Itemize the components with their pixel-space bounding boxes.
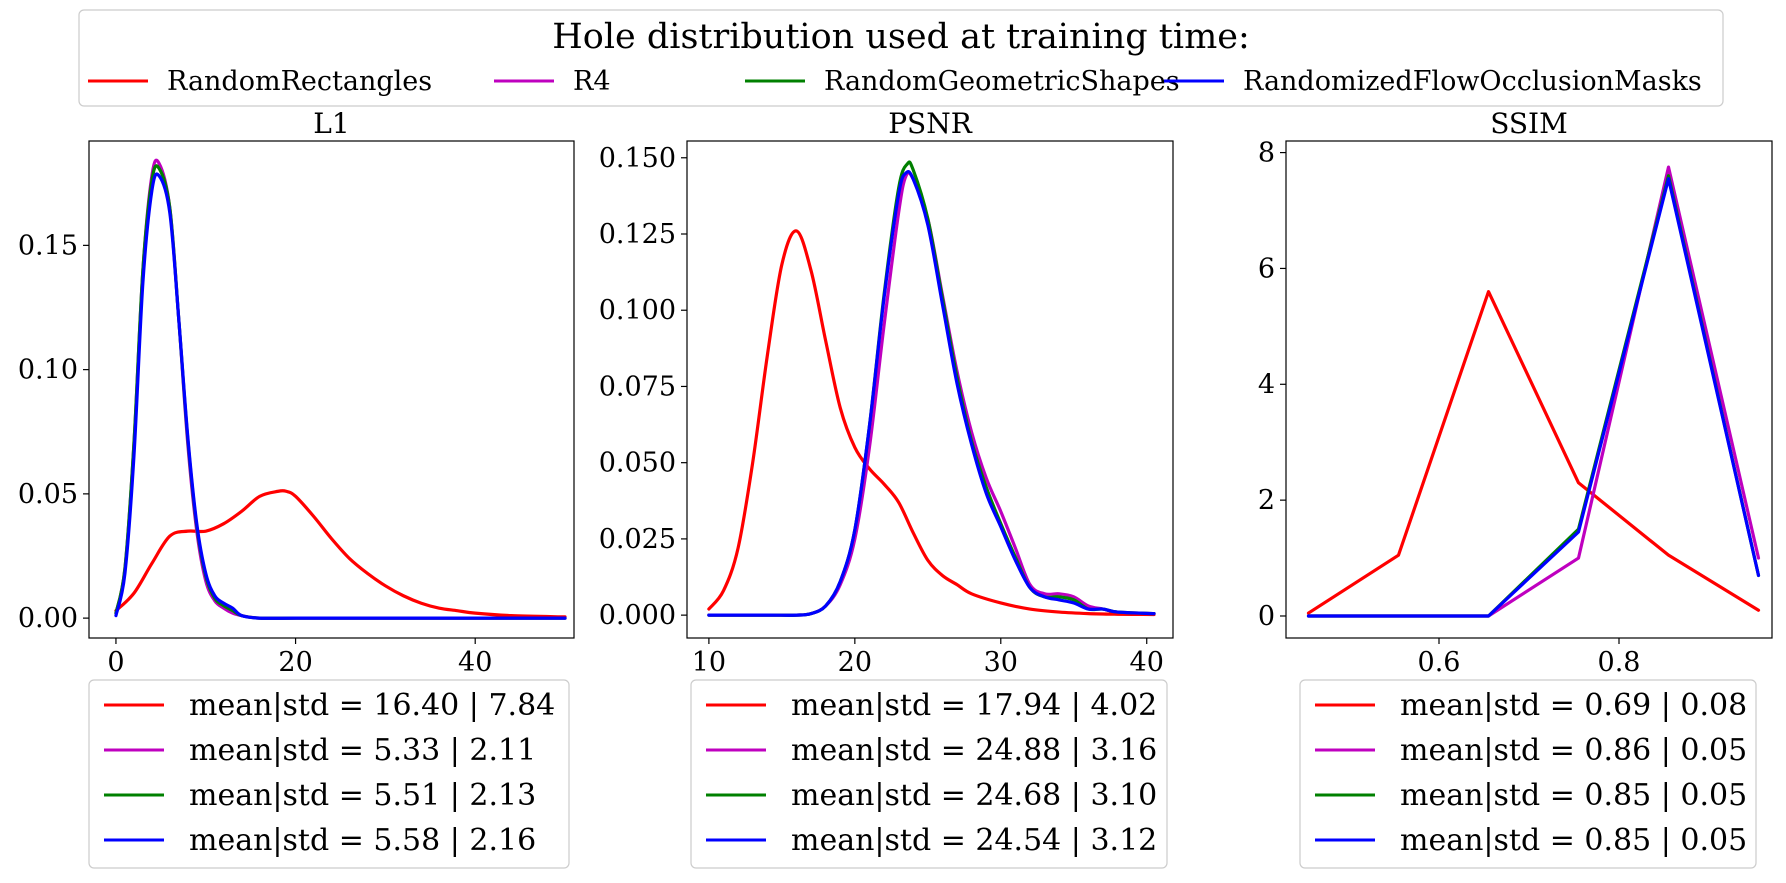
- stats-legend-frame: [690, 679, 1168, 869]
- stats-legend-label: mean|std = 24.88 | 3.16: [791, 733, 1157, 768]
- x-tick-label: 0: [107, 647, 124, 678]
- y-tick-label: 8: [1258, 138, 1275, 169]
- series-line-randomizedflowocclusionmasks: [707, 169, 1156, 617]
- y-tick-label: 0.000: [599, 600, 676, 631]
- stats-legend-label: mean|std = 0.85 | 0.05: [1400, 778, 1747, 813]
- stats-legend-label: mean|std = 5.58 | 2.16: [189, 823, 536, 858]
- x-tick-label: 30: [984, 647, 1018, 678]
- stats-legend-label: mean|std = 5.33 | 2.11: [189, 733, 536, 768]
- y-tick-label: 0.00: [18, 603, 78, 634]
- panel-title: L1: [313, 107, 349, 140]
- axes-frame: [686, 140, 1174, 639]
- legend-label: RandomRectangles: [167, 66, 432, 97]
- x-tick-label: 20: [838, 647, 872, 678]
- stats-legend-frame: [88, 679, 570, 869]
- y-tick-label: 0.050: [599, 448, 676, 479]
- panel-title: PSNR: [888, 107, 973, 140]
- stats-legend-frame: [1299, 679, 1757, 869]
- y-tick-label: 0.10: [18, 355, 78, 386]
- y-tick-label: 0.025: [599, 524, 676, 555]
- stats-legend-label: mean|std = 0.85 | 0.05: [1400, 823, 1747, 858]
- figure-legend-title: Hole distribution used at training time:: [552, 17, 1250, 57]
- y-tick-label: 4: [1258, 369, 1275, 400]
- y-tick-label: 0: [1258, 601, 1275, 632]
- x-tick-label: 0.8: [1598, 647, 1641, 678]
- stats-legend-label: mean|std = 24.68 | 3.10: [791, 778, 1157, 813]
- legend-label: RandomGeometricShapes: [824, 66, 1180, 97]
- panel-psnr: PSNR 10 20 30 40 0.000 0.025 0.050 0.075 0.100 0.1…: [599, 107, 1174, 869]
- series-line-r4: [1306, 165, 1761, 618]
- y-tick-label: 0.15: [18, 230, 78, 261]
- y-tick-label: 0.100: [599, 295, 676, 326]
- stats-legend-label: mean|std = 0.69 | 0.08: [1400, 688, 1747, 723]
- stats-legend-label: mean|std = 24.54 | 3.12: [791, 823, 1157, 858]
- legend-label: RandomizedFlowOcclusionMasks: [1243, 66, 1702, 97]
- series-line-randomgeometricshapes: [1306, 174, 1761, 618]
- y-tick-label: 6: [1258, 253, 1275, 284]
- figure-legend-entry: R4: [494, 66, 611, 97]
- y-tick-label: 0.05: [18, 479, 78, 510]
- panel-l1: L1 0 20 40 0.00 0.05 0.10 0.15 mean|std = 16.40 …: [18, 107, 575, 869]
- series-line-randomrectangles: [114, 489, 567, 619]
- stats-legend-label: mean|std = 5.51 | 2.13: [189, 778, 536, 813]
- axes-frame: [1285, 140, 1773, 639]
- x-tick-label: 0.6: [1418, 647, 1461, 678]
- figure-legend-entry: RandomGeometricShapes: [745, 66, 1180, 97]
- series-line-randomizedflowocclusionmasks: [114, 172, 567, 620]
- figure-legend-entry: RandomRectangles: [88, 66, 432, 97]
- series-line-randomrectangles: [1306, 290, 1761, 615]
- x-tick-label: 10: [692, 647, 726, 678]
- y-tick-label: 0.125: [599, 219, 676, 250]
- panel-stats-legend: mean|std = 16.40 | 7.84 mean|std = 5.33 |…: [88, 679, 570, 869]
- x-tick-label: 20: [278, 647, 312, 678]
- y-tick-label: 0.150: [599, 143, 676, 174]
- figure-legend: Hole distribution used at training time:…: [78, 9, 1724, 107]
- figure-legend-entry: RandomizedFlowOcclusionMasks: [1164, 66, 1702, 97]
- figure-legend-frame: [78, 9, 1724, 107]
- stats-legend-label: mean|std = 0.86 | 0.05: [1400, 733, 1747, 768]
- series-line-randomgeometricshapes: [707, 160, 1156, 617]
- legend-label: R4: [573, 66, 611, 97]
- series-line-randomrectangles: [707, 229, 1156, 617]
- stats-legend-label: mean|std = 16.40 | 7.84: [189, 688, 555, 723]
- panel-stats-legend: mean|std = 17.94 | 4.02 mean|std = 24.88 …: [690, 679, 1168, 869]
- y-tick-label: 0.075: [599, 371, 676, 402]
- stats-legend-label: mean|std = 17.94 | 4.02: [791, 688, 1157, 723]
- panel-stats-legend: mean|std = 0.69 | 0.08 mean|std = 0.86 | …: [1299, 679, 1757, 869]
- y-tick-label: 2: [1258, 485, 1275, 516]
- x-tick-label: 40: [458, 647, 492, 678]
- axes-frame: [88, 140, 575, 639]
- series-line-randomizedflowocclusionmasks: [1306, 177, 1761, 618]
- x-tick-label: 40: [1130, 647, 1164, 678]
- panel-title: SSIM: [1490, 107, 1568, 140]
